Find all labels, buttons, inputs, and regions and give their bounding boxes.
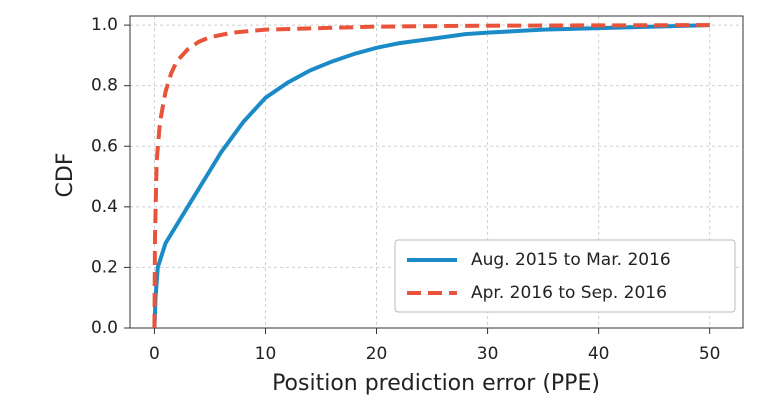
x-tick-label: 10: [255, 344, 277, 364]
y-tick-label: 0.6: [91, 136, 118, 156]
y-tick-label: 0.4: [91, 197, 118, 217]
x-tick-label: 40: [588, 344, 610, 364]
legend-box: [394, 239, 736, 313]
x-axis-label: Position prediction error (PPE): [272, 371, 600, 396]
y-tick-label: 0.8: [91, 76, 118, 96]
series-line: [152, 23, 710, 329]
series-line: [152, 23, 710, 329]
y-tick-label: 0.0: [91, 318, 118, 338]
y-axis-label: CDF: [53, 153, 78, 198]
x-tick-label: 20: [366, 344, 388, 364]
plot-frame: [129, 15, 744, 329]
x-tick-label: 50: [699, 344, 721, 364]
y-tick-label: 1.0: [91, 15, 118, 35]
y-tick-label: 0.2: [91, 257, 118, 277]
legend-label: Apr. 2016 to Sep. 2016: [471, 283, 667, 303]
x-tick-label: 0: [149, 344, 160, 364]
legend-label: Aug. 2015 to Mar. 2016: [471, 250, 671, 270]
x-tick-label: 30: [477, 344, 499, 364]
